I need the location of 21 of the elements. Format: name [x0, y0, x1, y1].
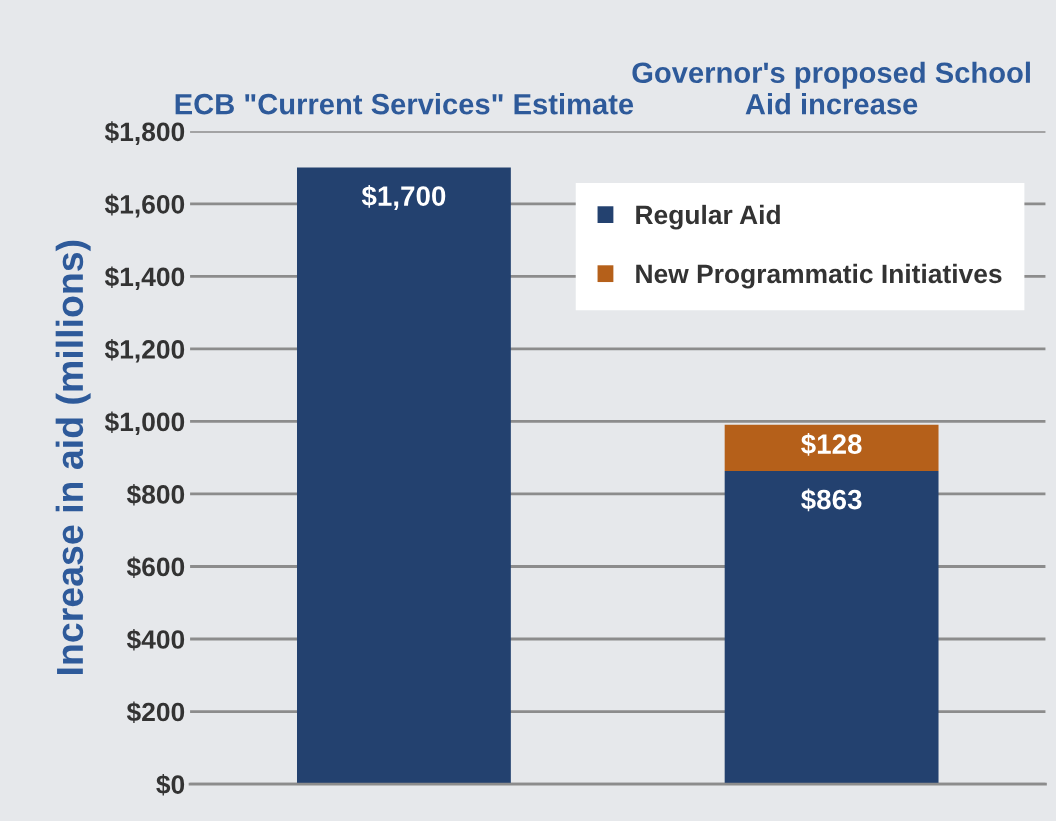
y-tick-label: $1,400 — [104, 266, 185, 291]
legend-label: New Programmatic Initiatives — [636, 263, 1002, 289]
bar — [297, 167, 511, 785]
legend-label: Regular Aid — [636, 204, 780, 230]
y-tick-label: $1,000 — [104, 411, 185, 436]
y-tick-label: $800 — [126, 483, 185, 506]
y-tick-label: $1,200 — [104, 338, 185, 363]
y-tick-label: $200 — [126, 701, 185, 724]
y-tick-label: $0 — [156, 774, 185, 796]
y-tick-label: $1,600 — [104, 193, 185, 218]
data-label: $863 — [801, 488, 862, 512]
data-label: $1,700 — [361, 185, 446, 210]
y-tick-label: $600 — [126, 556, 185, 579]
bar — [724, 471, 939, 785]
y-axis-title: Increase in aid (millions) — [55, 240, 91, 674]
y-tick-label: $400 — [126, 628, 185, 651]
data-label: $128 — [801, 433, 862, 456]
x-tick-label: ECB "Current Services" Estimate — [175, 93, 634, 115]
x-tick-label: Governor's proposed School Aid increase — [632, 61, 1030, 115]
bar — [724, 424, 939, 472]
y-tick-label: $1,800 — [104, 121, 185, 146]
